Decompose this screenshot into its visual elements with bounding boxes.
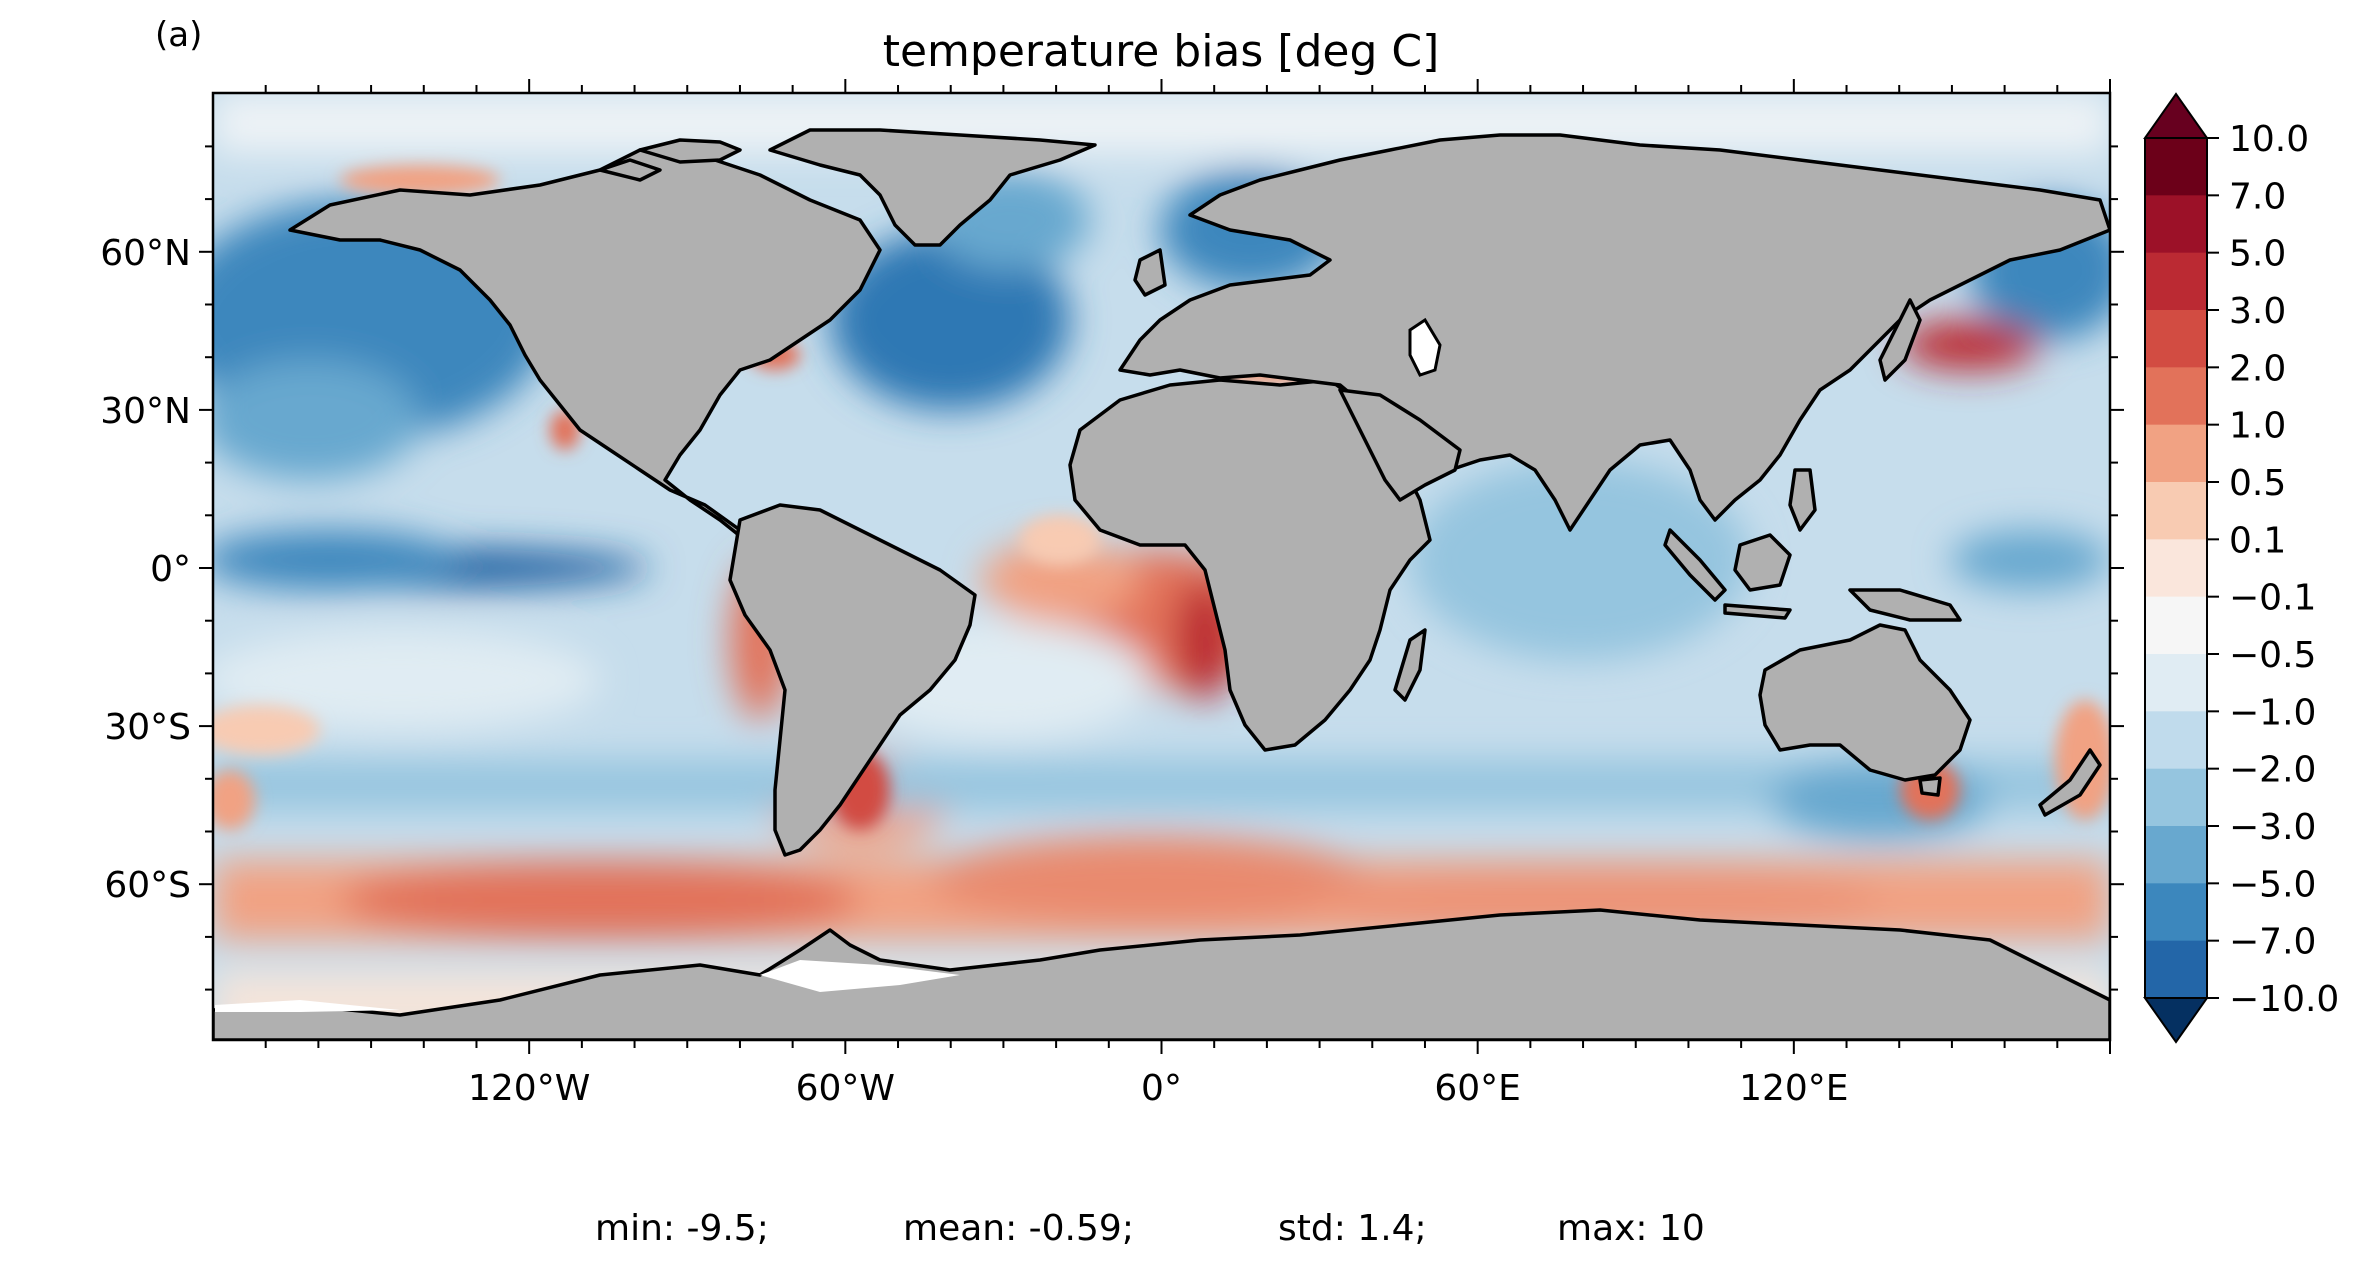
colorbar-label: −1.0 [2229, 692, 2316, 733]
greenland-land [768, 128, 1097, 247]
lat-tick-label: 60°N [100, 233, 191, 274]
colorbar-box [2145, 768, 2207, 827]
stat-std: std: 1.4; [1278, 1208, 1427, 1249]
colorbar-box [2145, 138, 2207, 196]
colorbar-label: 10.0 [2229, 119, 2309, 160]
map-area [213, 93, 2110, 1040]
japan-land [1878, 298, 1922, 382]
colorbar-label: 5.0 [2229, 234, 2286, 275]
colorbar-label: −2.0 [2229, 750, 2316, 791]
antarctica-land [213, 908, 2110, 1040]
colorbar-label: −3.0 [2229, 807, 2316, 848]
colorbar-box [2145, 252, 2207, 311]
colorbar-label: −10.0 [2229, 979, 2339, 1020]
lon-tick-label: 60°W [796, 1068, 895, 1109]
arabia-land [1338, 388, 1462, 502]
lat-tick-label: 60°S [104, 865, 191, 906]
stat-mean: mean: -0.59; [903, 1208, 1134, 1249]
colorbar: 10.0 7.0 5.0 3.0 2.0 1.0 0.5 0.1 −0.1 −0.5 −1.0 −2.… [2143, 92, 2339, 1044]
lat-tick-label: 30°S [104, 707, 191, 748]
land-masses [213, 128, 2110, 1040]
colorbar-label: 7.0 [2229, 176, 2286, 217]
sumatra-land [1663, 528, 1727, 602]
lat-tick-label: 0° [150, 549, 191, 590]
colorbar-outline [2144, 138, 2208, 998]
stat-min: min: -9.5; [595, 1208, 769, 1249]
colorbar-box [2145, 482, 2207, 540]
colorbar-box [2145, 826, 2207, 884]
latitude-axis: 60°N 30°N 0° 30°S 60°S [100, 145, 2124, 991]
australia-land [1758, 623, 1972, 782]
philippines-land [1788, 468, 1817, 532]
new-zealand-land [2038, 748, 2102, 817]
java-land [1723, 603, 1792, 620]
colorbar-over-triangle [2143, 92, 2209, 139]
tasmania-land [1918, 776, 1942, 797]
caspian-sea [1408, 317, 1442, 377]
weddell-ice-shelf [760, 960, 960, 992]
new-guinea-land [1848, 588, 1962, 622]
colorbar-label: 0.1 [2229, 520, 2286, 561]
colorbar-box [2145, 711, 2207, 770]
arctic-islands-land [638, 138, 742, 164]
colorbar-box [2145, 940, 2207, 999]
map-title: temperature bias [deg C] [883, 26, 1440, 77]
lon-tick-label: 0° [1141, 1068, 1182, 1109]
panel-label: (a) [155, 15, 202, 55]
stat-max: max: 10 [1557, 1208, 1705, 1249]
longitude-axis: 120°W 60°W 0° 60°E 120°E [264, 79, 2111, 1109]
britain-land [1133, 248, 1167, 297]
colorbar-label: 3.0 [2229, 291, 2286, 332]
colorbar-label: −0.1 [2229, 578, 2316, 619]
arctic-island-2 [598, 158, 662, 182]
colorbar-label: −7.0 [2229, 922, 2316, 963]
colorbar-label: −0.5 [2229, 635, 2316, 676]
ross-ice-shelf [215, 1000, 400, 1012]
colorbar-box [2145, 539, 2207, 598]
colorbar-box [2145, 195, 2207, 254]
borneo-land [1733, 533, 1792, 592]
colorbar-box [2145, 424, 2207, 483]
madagascar-land [1393, 628, 1427, 702]
colorbar-box [2145, 654, 2207, 712]
south-america-land [728, 503, 977, 857]
colorbar-label: −5.0 [2229, 864, 2316, 905]
lon-tick-label: 120°W [468, 1068, 590, 1109]
lon-tick-label: 60°E [1434, 1068, 1521, 1109]
colorbar-label: 1.0 [2229, 406, 2286, 447]
colorbar-under-triangle [2143, 997, 2209, 1044]
colorbar-box [2145, 596, 2207, 655]
lat-tick-label: 30°N [100, 391, 191, 432]
colorbar-label: 2.0 [2229, 348, 2286, 389]
colorbar-box [2145, 310, 2207, 368]
lon-tick-label: 120°E [1739, 1068, 1848, 1109]
colorbar-label: 0.5 [2229, 463, 2286, 504]
colorbar-box [2145, 367, 2207, 426]
colorbar-box [2145, 883, 2207, 942]
